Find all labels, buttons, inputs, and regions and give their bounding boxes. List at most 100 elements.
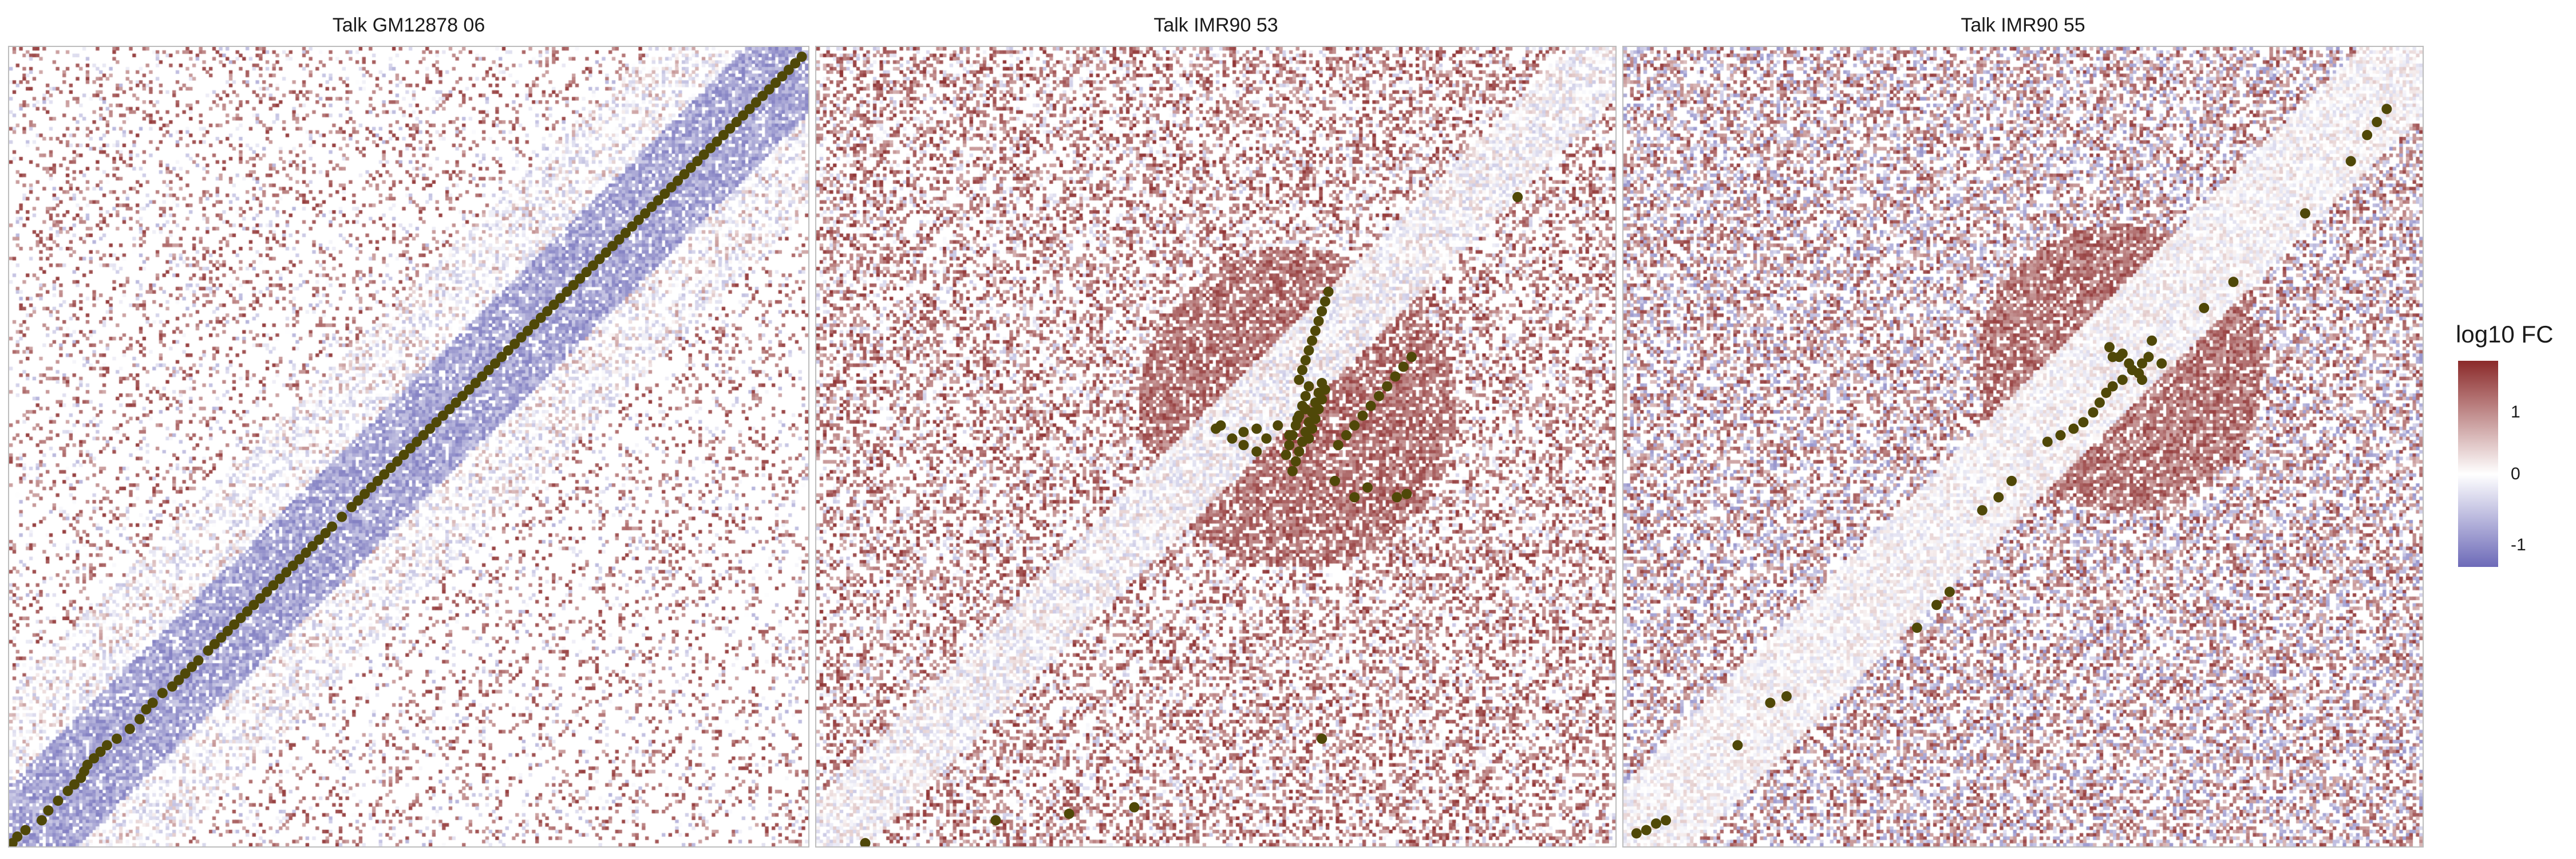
scatter-point bbox=[157, 688, 168, 699]
scatter-point bbox=[268, 580, 279, 591]
scatter-point bbox=[2104, 342, 2115, 353]
scatter-point bbox=[1317, 306, 1327, 317]
scatter-point bbox=[620, 227, 631, 238]
scatter-point bbox=[372, 475, 383, 486]
scatter-point bbox=[2127, 365, 2138, 376]
scatter-point bbox=[187, 661, 197, 672]
scatter-point bbox=[124, 723, 135, 734]
scatter-point bbox=[262, 586, 272, 597]
legend-colorbar bbox=[2458, 361, 2498, 567]
scatter-point bbox=[1341, 430, 1352, 441]
scatter-point bbox=[379, 469, 390, 480]
scatter-point bbox=[659, 188, 670, 199]
scatter-point bbox=[173, 675, 184, 685]
scatter-point bbox=[783, 64, 794, 75]
scatter-point bbox=[522, 325, 533, 336]
scatter-point bbox=[1294, 410, 1305, 421]
scatter-point bbox=[1273, 420, 1283, 431]
scatter-point bbox=[705, 143, 716, 153]
scatter-point bbox=[1251, 423, 1262, 434]
scatter-point bbox=[2078, 417, 2089, 428]
scatter-point bbox=[1287, 466, 1298, 476]
scatter-point bbox=[738, 110, 749, 121]
scatter-point bbox=[1313, 316, 1324, 326]
legend-title: log10 FC bbox=[2456, 321, 2554, 348]
scatter-point bbox=[990, 815, 1001, 826]
scatter-point bbox=[718, 129, 729, 140]
scatter-point bbox=[1313, 387, 1324, 398]
scatter-point bbox=[1251, 446, 1262, 457]
scatter-point bbox=[2199, 302, 2210, 313]
scatter-point bbox=[1238, 440, 1249, 451]
scatter-point bbox=[1765, 698, 1776, 708]
scatter-point bbox=[1650, 818, 1661, 829]
scatter-point bbox=[1362, 482, 1373, 493]
scatter-point bbox=[141, 704, 152, 715]
scatter-point bbox=[2228, 277, 2239, 287]
scatter-point bbox=[320, 527, 331, 538]
scatter-point bbox=[1300, 391, 1311, 401]
scatter-point bbox=[2101, 387, 2112, 398]
scatter-point bbox=[12, 831, 23, 842]
scatter-point bbox=[1294, 375, 1305, 385]
scatter-point bbox=[1294, 446, 1305, 457]
scatter-point bbox=[1390, 371, 1401, 382]
scatter-point bbox=[477, 371, 488, 382]
scatter-point bbox=[1631, 828, 1642, 839]
scatter-point bbox=[53, 795, 64, 806]
scatter-point bbox=[640, 208, 651, 219]
scatter-point bbox=[1300, 355, 1311, 366]
scatter-point bbox=[95, 746, 106, 757]
scatter-point bbox=[209, 639, 220, 649]
scatter-point bbox=[1303, 381, 1314, 392]
scatter-point bbox=[470, 377, 481, 388]
scatter-point bbox=[1261, 433, 1272, 444]
scatter-point bbox=[1284, 440, 1295, 451]
scatter-point bbox=[1732, 740, 1743, 751]
scatter-point bbox=[444, 404, 455, 415]
scatter-point bbox=[2381, 104, 2392, 115]
scatter-point bbox=[679, 169, 690, 180]
scatter-point bbox=[744, 104, 755, 115]
scatter-point bbox=[346, 502, 357, 513]
scatter-point bbox=[307, 541, 318, 551]
scatter-point bbox=[337, 511, 347, 522]
scatter-point bbox=[1993, 492, 2004, 503]
scatter-point bbox=[235, 613, 246, 624]
scatter-point bbox=[2147, 335, 2158, 346]
scatter-point bbox=[1300, 427, 1311, 438]
scatter-overlay bbox=[860, 192, 1523, 846]
scatter-point bbox=[503, 345, 513, 356]
heatmap-panel-3 bbox=[1622, 46, 2424, 848]
scatter-point bbox=[607, 241, 618, 251]
scatter-point bbox=[425, 423, 436, 434]
scatter-point bbox=[653, 195, 663, 206]
scatter-point bbox=[548, 300, 559, 310]
scatter-point bbox=[1931, 600, 1942, 610]
scatter-point bbox=[633, 214, 644, 225]
scatter-overlay bbox=[1631, 104, 2392, 839]
scatter-point bbox=[1333, 440, 1344, 451]
scatter-point bbox=[216, 632, 227, 643]
scatter-point bbox=[457, 391, 468, 401]
legend-tick-label: -1 bbox=[2511, 535, 2526, 554]
color-legend: log10 FC 1 0 -1 bbox=[2456, 321, 2565, 584]
scatter-point bbox=[281, 567, 292, 578]
scatter-point bbox=[2143, 352, 2154, 362]
scatter-point bbox=[1392, 492, 1402, 503]
scatter-point bbox=[464, 384, 475, 395]
scatter-point bbox=[1977, 505, 1988, 516]
scatter-point bbox=[1211, 423, 1221, 434]
heatmap-canvas bbox=[1623, 47, 2423, 846]
scatter-point bbox=[562, 286, 572, 297]
scatter-point bbox=[193, 655, 204, 666]
scatter-point bbox=[1317, 733, 1327, 744]
scatter-point bbox=[568, 279, 579, 290]
scatter-point bbox=[134, 714, 145, 724]
scatter-point bbox=[1303, 345, 1314, 356]
scatter-point bbox=[1310, 325, 1321, 336]
scatter-point bbox=[147, 698, 158, 708]
scatter-point bbox=[685, 162, 696, 173]
scatter-point bbox=[2136, 375, 2147, 385]
scatter-point bbox=[692, 156, 703, 167]
